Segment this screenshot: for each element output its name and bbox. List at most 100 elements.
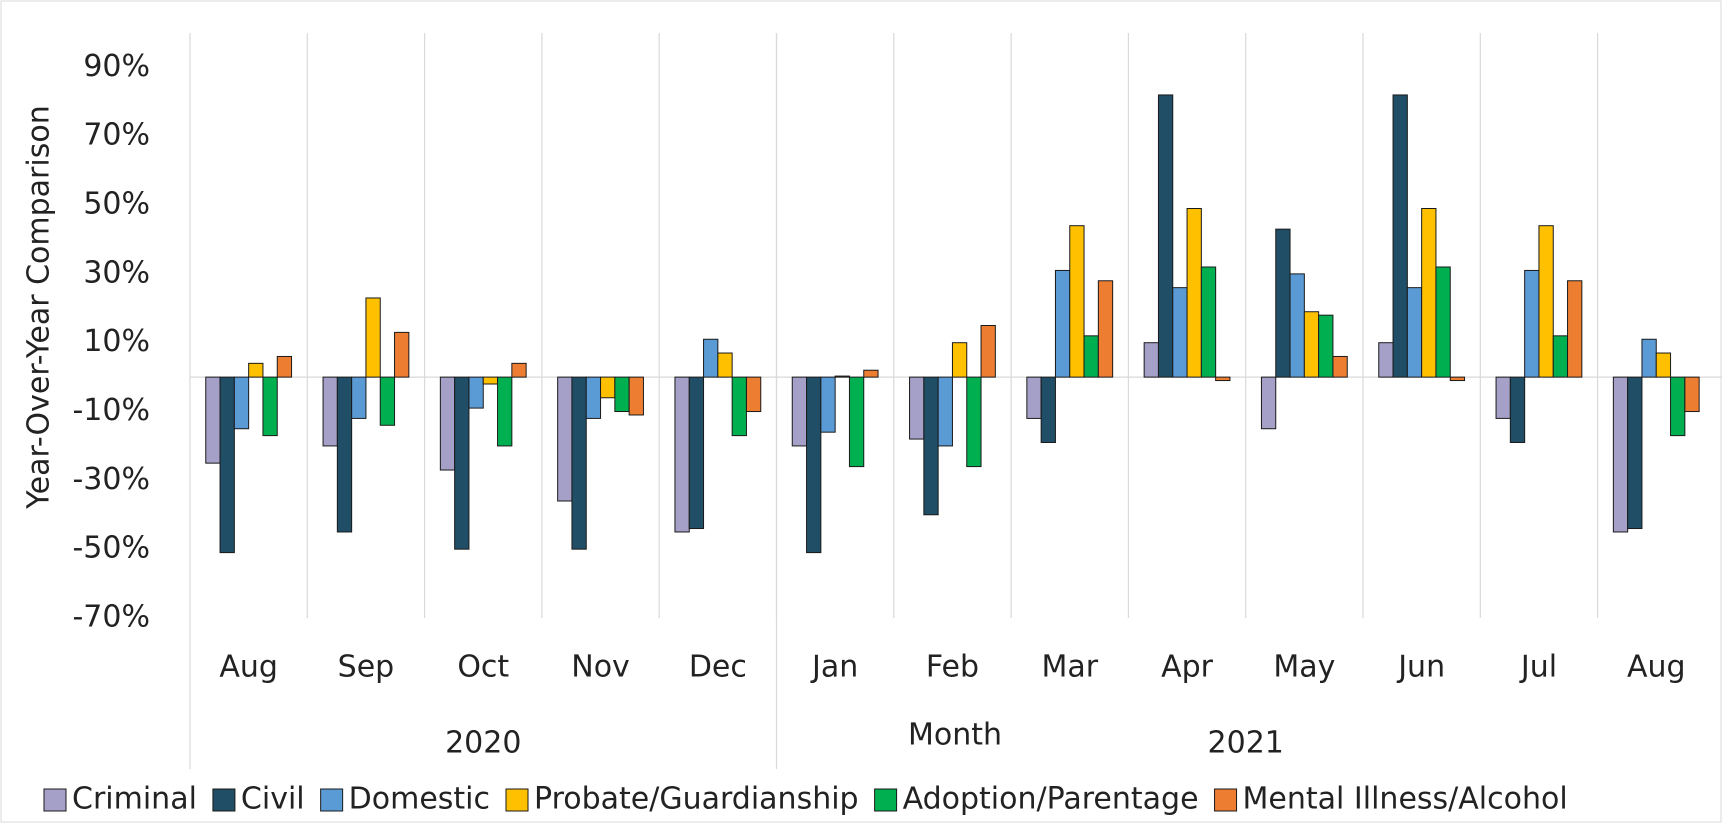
y-tick-label: 90% bbox=[83, 49, 150, 84]
x-tick-label: Aug bbox=[1627, 650, 1686, 685]
legend-swatch bbox=[320, 788, 344, 812]
bar bbox=[614, 376, 630, 413]
bar bbox=[628, 376, 644, 416]
legend-label: Probate/Guardianship bbox=[534, 782, 859, 817]
y-axis-title: Year-Over-Year Comparison bbox=[22, 105, 57, 509]
bar bbox=[717, 352, 733, 378]
bar bbox=[351, 376, 367, 419]
bar bbox=[1421, 208, 1437, 378]
bar bbox=[1655, 352, 1672, 378]
bar bbox=[1054, 269, 1071, 378]
bar bbox=[1143, 342, 1159, 378]
bar bbox=[233, 376, 250, 430]
bar bbox=[1392, 94, 1408, 378]
x-tick-label: Oct bbox=[457, 650, 509, 685]
bar bbox=[1495, 376, 1511, 419]
bar bbox=[980, 325, 996, 378]
legend-swatch bbox=[874, 788, 898, 812]
group-label: 2020 bbox=[445, 726, 521, 761]
bar bbox=[909, 376, 925, 440]
x-tick-label: Nov bbox=[571, 650, 630, 685]
y-tick-label: -10% bbox=[72, 393, 150, 428]
bar bbox=[848, 376, 865, 468]
bar bbox=[1186, 208, 1202, 378]
bar bbox=[1215, 376, 1231, 382]
y-tick-label: 50% bbox=[83, 187, 150, 222]
bar bbox=[703, 338, 719, 378]
bar bbox=[1040, 376, 1056, 443]
bar bbox=[1026, 376, 1042, 419]
bar bbox=[923, 376, 939, 516]
y-tick-label: 70% bbox=[83, 118, 150, 153]
bar bbox=[336, 376, 353, 533]
bar bbox=[1275, 228, 1291, 378]
bar bbox=[1069, 225, 1085, 378]
bar bbox=[1509, 376, 1526, 443]
x-tick-label: Jun bbox=[1396, 650, 1445, 685]
bar bbox=[365, 297, 381, 378]
legend-label: Mental Illness/Alcohol bbox=[1243, 782, 1568, 817]
x-tick-label: Sep bbox=[338, 650, 395, 685]
bar bbox=[276, 355, 293, 378]
bar bbox=[468, 376, 484, 409]
bar bbox=[1538, 225, 1554, 378]
bar bbox=[394, 331, 410, 378]
bar bbox=[863, 369, 879, 378]
legend-swatch bbox=[505, 788, 529, 812]
x-tick-label: Apr bbox=[1161, 650, 1214, 685]
x-tick-label: Mar bbox=[1041, 650, 1098, 685]
y-tick-label: -50% bbox=[72, 531, 150, 566]
bar bbox=[262, 376, 278, 437]
bar bbox=[1332, 355, 1348, 378]
bar bbox=[1567, 280, 1583, 378]
y-tick-label: 30% bbox=[83, 255, 150, 290]
bar bbox=[585, 376, 602, 419]
bar bbox=[248, 362, 264, 378]
legend-label: Criminal bbox=[72, 782, 197, 817]
bar bbox=[951, 342, 968, 378]
x-axis-title: Month bbox=[908, 718, 1002, 753]
bar bbox=[745, 376, 762, 413]
bar bbox=[1684, 376, 1700, 413]
bar bbox=[1670, 376, 1686, 437]
bar bbox=[379, 376, 396, 426]
bar bbox=[1612, 376, 1629, 533]
legend-label: Adoption/Parentage bbox=[903, 782, 1199, 817]
legend-label: Domestic bbox=[349, 782, 490, 817]
bar bbox=[674, 376, 690, 533]
legend-swatch bbox=[43, 788, 67, 812]
bar bbox=[1303, 311, 1320, 378]
bar bbox=[1449, 376, 1466, 382]
bar bbox=[511, 362, 527, 378]
bar bbox=[1172, 287, 1188, 378]
bar bbox=[820, 376, 836, 433]
x-tick-label: May bbox=[1273, 650, 1335, 685]
bar bbox=[1406, 287, 1423, 378]
x-tick-label: Jan bbox=[810, 650, 858, 685]
bar bbox=[219, 376, 235, 554]
bar bbox=[497, 376, 513, 447]
y-tick-label: 10% bbox=[83, 324, 150, 359]
bar bbox=[688, 376, 705, 530]
bar bbox=[454, 376, 470, 550]
x-tick-label: Feb bbox=[926, 650, 979, 685]
bar bbox=[1435, 266, 1451, 378]
bar bbox=[731, 376, 747, 437]
bar bbox=[966, 376, 982, 468]
legend-label: Civil bbox=[241, 782, 305, 817]
bar bbox=[806, 376, 822, 554]
bar bbox=[1289, 273, 1305, 378]
legend-swatch bbox=[1214, 788, 1238, 812]
x-tick-label: Jul bbox=[1519, 650, 1557, 685]
bar bbox=[791, 376, 808, 447]
bar bbox=[1318, 314, 1334, 378]
x-tick-label: Dec bbox=[689, 650, 747, 685]
bar bbox=[1200, 266, 1217, 378]
group-label: 2021 bbox=[1208, 726, 1284, 761]
bar bbox=[834, 375, 850, 378]
bar bbox=[600, 376, 616, 399]
y-tick-label: -30% bbox=[72, 462, 150, 497]
bar bbox=[482, 376, 499, 385]
x-tick-label: Aug bbox=[219, 650, 278, 685]
